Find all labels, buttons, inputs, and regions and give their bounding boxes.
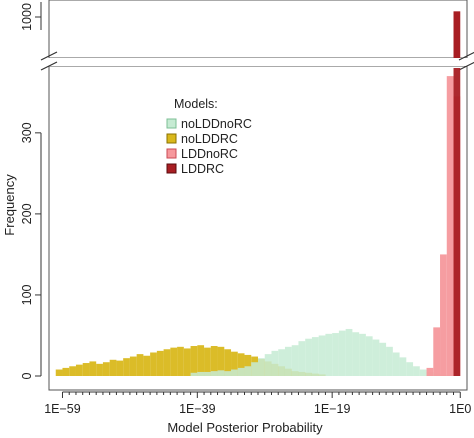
bar-noLDDnoRC-2 (204, 371, 211, 376)
legend-label-noLDDnoRC: noLDDnoRC (181, 117, 252, 131)
bar-noLDDnoRC-12 (271, 350, 279, 376)
bar-noLDDRC-7 (102, 362, 110, 376)
bar-noLDDnoRC-29 (386, 346, 393, 376)
bar-noLDDRC-28 (244, 354, 252, 376)
bar-noLDDnoRC-13 (278, 349, 285, 376)
y-axis: 0 100 200 300 1000 (20, 2, 42, 379)
x-axis: 1E−59 1E−39 1E−19 1E0 (44, 391, 471, 416)
bar-noLDDnoRC-3 (210, 371, 218, 376)
bar-noLDDnoRC-33 (413, 366, 420, 376)
bar-noLDDnoRC-11 (264, 354, 272, 376)
bar-noLDDnoRC-27 (372, 339, 380, 376)
bar-noLDDnoRC-23 (345, 328, 353, 376)
bar-noLDDnoRC-31 (399, 357, 407, 376)
y-axis-label: Frequency (2, 174, 17, 236)
bar-LDDnoRC-0 (426, 367, 434, 376)
x-tick-label: 1E0 (449, 402, 471, 416)
bar-noLDDnoRC-25 (359, 333, 366, 376)
bar-noLDDnoRC-22 (338, 330, 346, 376)
legend-title: Models: (174, 97, 218, 111)
bar-noLDDRC-22 (204, 347, 211, 376)
bar-noLDDRC-26 (231, 351, 238, 376)
legend-swatch-noLDDnoRC (166, 118, 177, 129)
bar-noLDDRC-8 (109, 359, 117, 376)
bar-LDDRC-0-upper (453, 11, 461, 58)
bar-noLDDRC-19 (183, 348, 191, 376)
bar-noLDDRC-4 (82, 363, 90, 376)
bar-noLDDRC-6 (96, 363, 103, 376)
bar-noLDDRC-0 (55, 369, 63, 376)
bar-noLDDRC-25 (224, 349, 232, 376)
bar-noLDDnoRC-20 (325, 333, 333, 376)
y-tick-label-upper: 1000 (20, 3, 34, 31)
bar-noLDDnoRC-24 (352, 332, 360, 376)
bar-noLDDRC-18 (177, 346, 184, 376)
bars-layer (55, 11, 461, 377)
bar-noLDDnoRC-30 (392, 352, 400, 376)
bar-noLDDnoRC-4 (217, 370, 225, 376)
bar-noLDDnoRC-5 (224, 371, 232, 376)
bar-noLDDnoRC-32 (406, 362, 414, 376)
plot-frame-lower (48, 65, 468, 391)
bar-noLDDRC-1 (62, 367, 70, 376)
bar-noLDDnoRC-14 (284, 346, 292, 376)
bar-noLDDnoRC-9 (251, 362, 258, 376)
plot-frame-upper (48, 0, 468, 59)
legend-swatch-LDDRC (166, 163, 177, 174)
legend-swatch-LDDnoRC (166, 148, 177, 159)
bar-noLDDRC-14 (150, 352, 157, 376)
bar-noLDDRC-24 (217, 346, 225, 376)
bar-noLDDRC-10 (123, 358, 130, 376)
x-axis-label: Model Posterior Probability (167, 420, 323, 435)
bar-noLDDnoRC-34 (419, 369, 427, 376)
bar-noLDDRC-11 (129, 356, 137, 376)
bar-noLDDnoRC-10 (258, 358, 265, 376)
bar-noLDDnoRC-16 (298, 341, 306, 376)
bar-noLDDnoRC-0 (190, 372, 198, 376)
x-tick-label: 1E−19 (314, 402, 351, 416)
bar-noLDDnoRC-8 (244, 366, 252, 376)
bar-noLDDRC-27 (237, 353, 245, 376)
bar-noLDDnoRC-17 (305, 338, 312, 376)
legend-label-noLDDRC: noLDDRC (181, 132, 238, 146)
bar-noLDDnoRC-7 (237, 367, 245, 376)
axis-break-marks (40, 51, 474, 71)
bar-noLDDRC-15 (156, 350, 164, 376)
bar-noLDDnoRC-28 (379, 342, 387, 376)
bar-noLDDRC-12 (136, 354, 144, 376)
bar-noLDDRC-23 (210, 346, 218, 376)
x-tick-label: 1E−59 (44, 402, 81, 416)
bar-noLDDRC-9 (116, 360, 124, 376)
y-tick-label: 100 (20, 284, 34, 305)
bar-noLDDnoRC-6 (231, 369, 238, 376)
bar-noLDDnoRC-21 (332, 333, 339, 376)
bar-noLDDnoRC-19 (318, 335, 326, 376)
bar-noLDDnoRC-1 (197, 371, 205, 376)
bar-LDDnoRC-3 (446, 76, 454, 377)
bar-noLDDRC-3 (75, 364, 83, 376)
y-tick-label: 0 (20, 372, 34, 379)
bar-LDDnoRC-2 (440, 254, 447, 376)
y-tick-label: 300 (20, 122, 34, 143)
y-tick-label: 200 (20, 203, 34, 224)
bar-noLDDRC-16 (163, 349, 171, 376)
legend-label-LDDnoRC: LDDnoRC (181, 147, 238, 161)
bar-noLDDRC-2 (69, 366, 76, 376)
bar-noLDDRC-17 (170, 347, 178, 376)
axis-break-gap (30, 58, 470, 66)
bar-noLDDRC-13 (143, 355, 151, 376)
x-tick-label: 1E−39 (179, 402, 216, 416)
legend-swatch-noLDDRC (166, 133, 177, 144)
legend-label-LDDRC: LDDRC (181, 162, 224, 176)
bar-noLDDRC-20 (190, 346, 198, 376)
bar-LDDRC-0 (453, 68, 461, 376)
bar-noLDDnoRC-15 (291, 345, 299, 376)
bar-LDDnoRC-1 (433, 327, 441, 376)
bar-noLDDnoRC-26 (365, 336, 373, 376)
bar-noLDDnoRC-18 (311, 337, 319, 376)
bar-noLDDRC-21 (197, 345, 205, 376)
bar-noLDDRC-5 (89, 361, 97, 376)
